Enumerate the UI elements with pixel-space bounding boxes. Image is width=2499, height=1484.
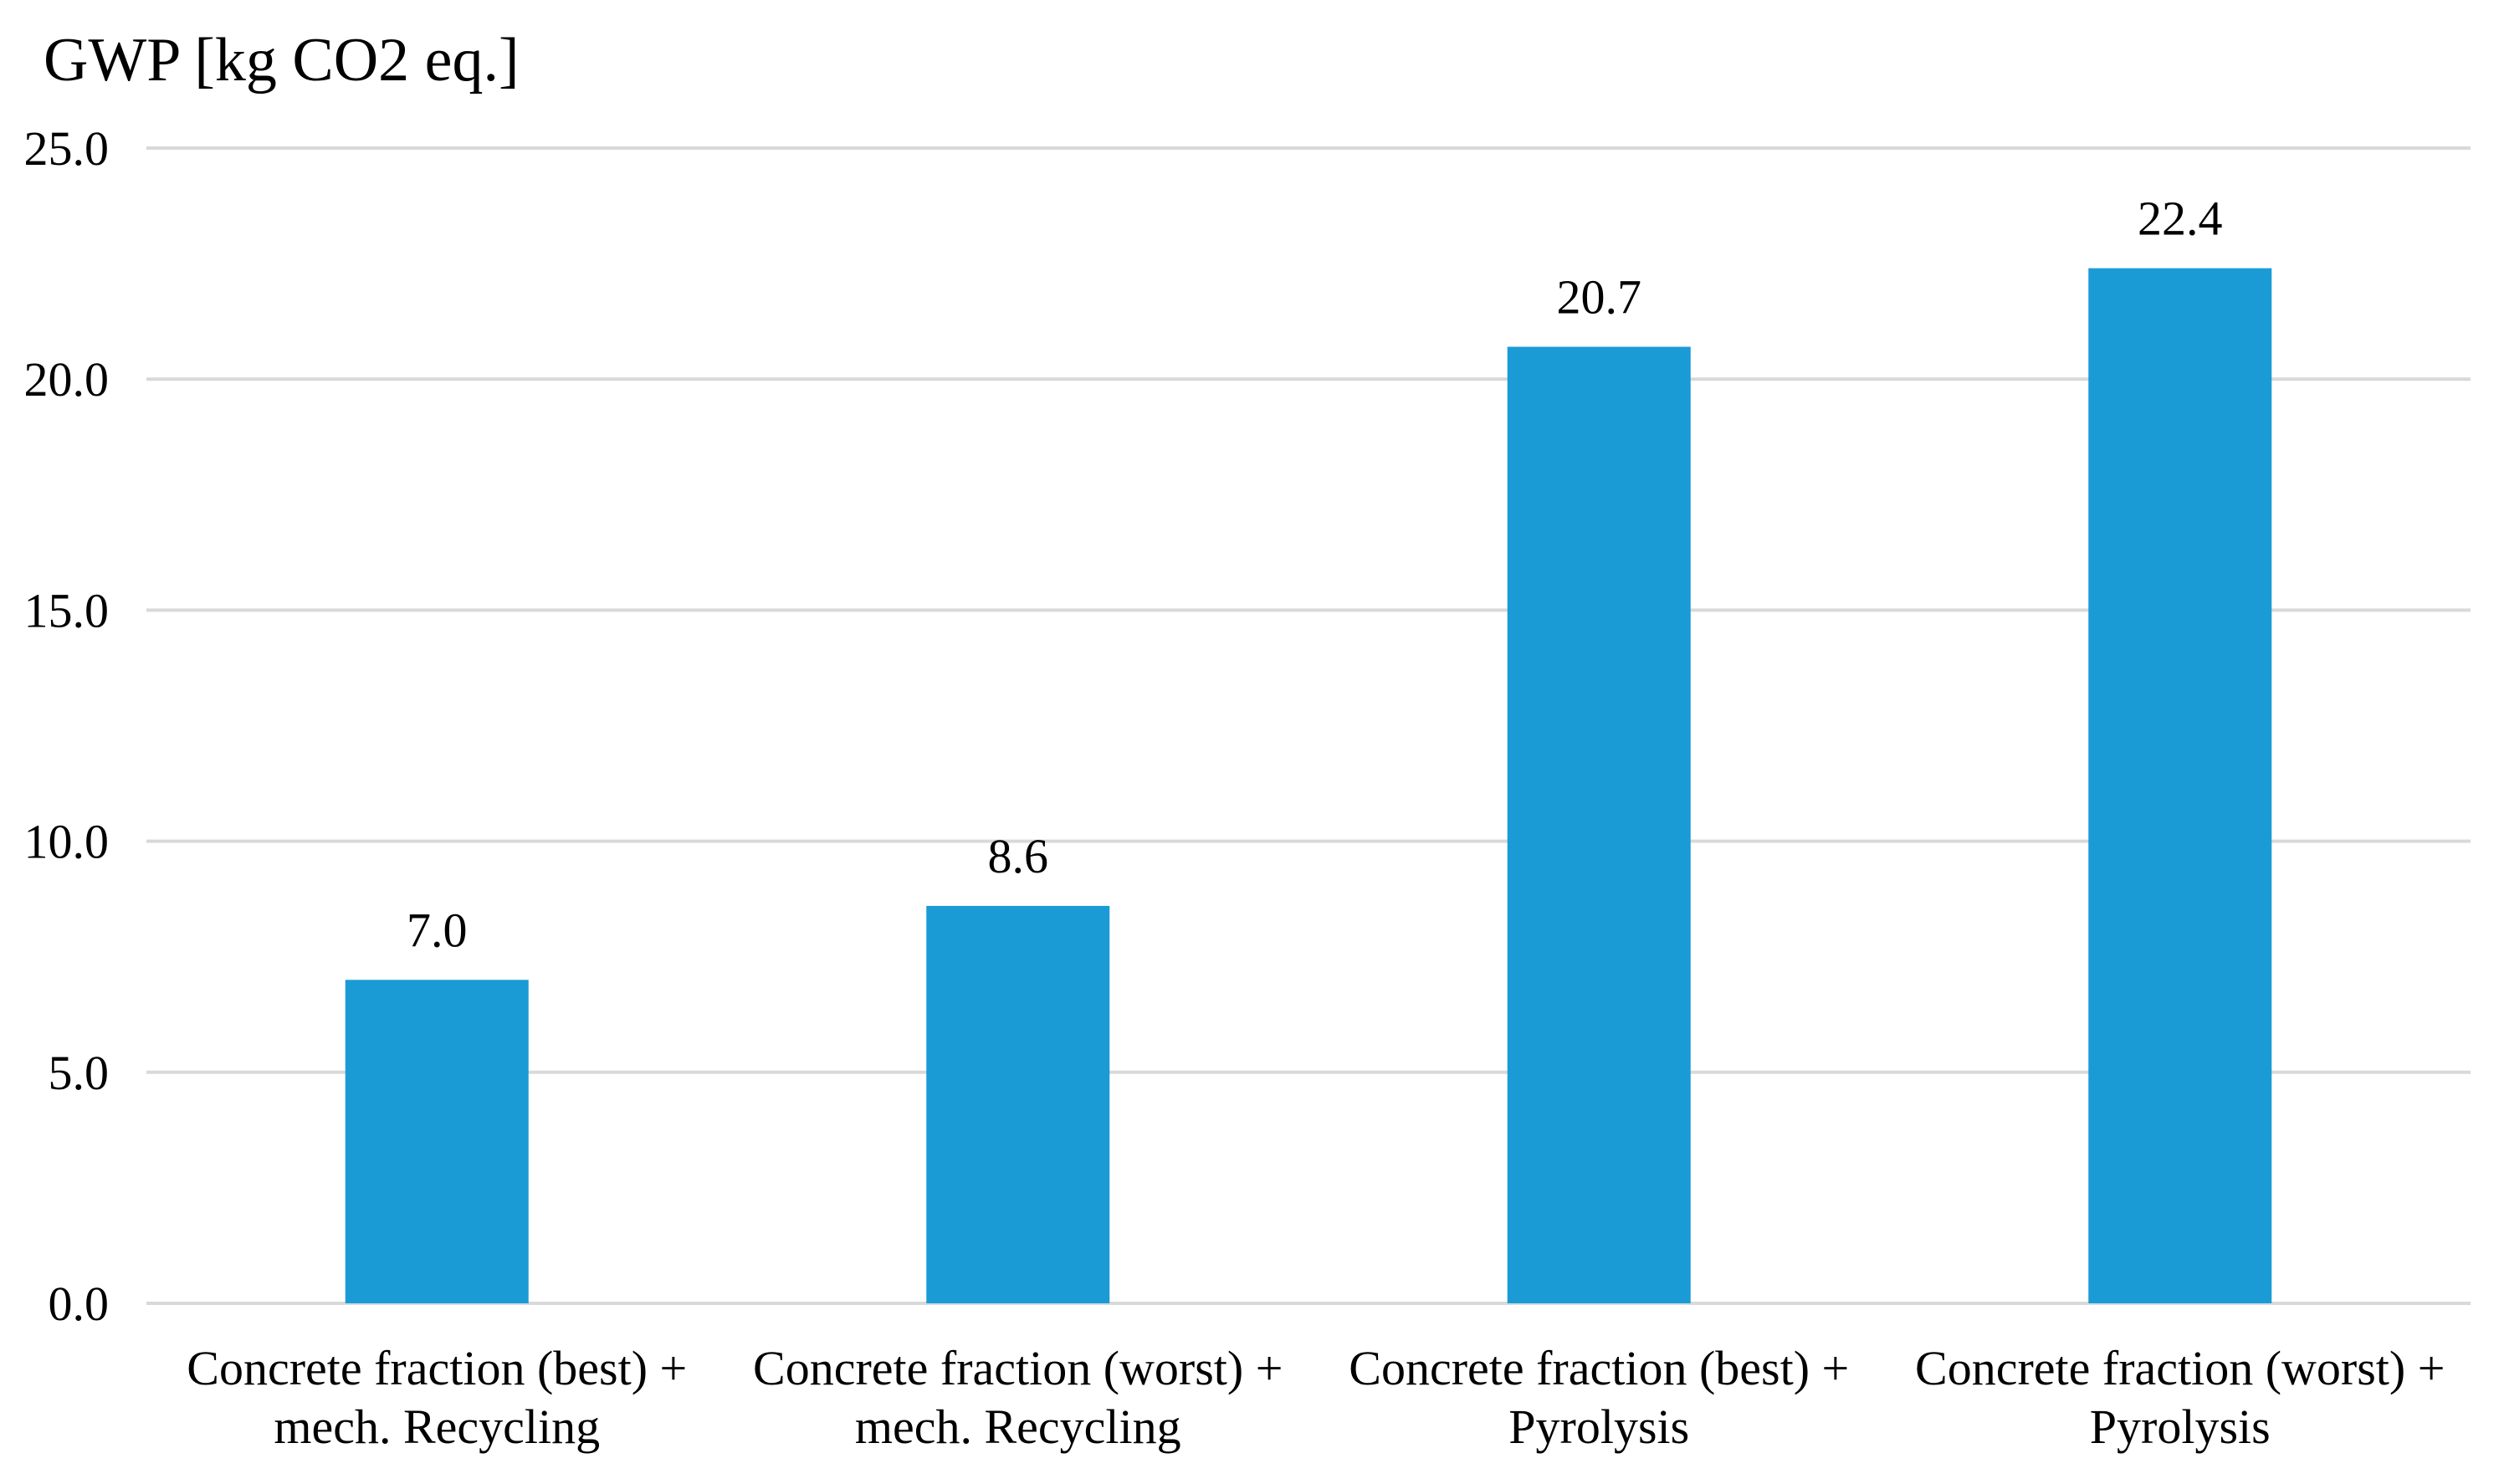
y-tick-label: 0.0 — [49, 1277, 110, 1331]
data-labels: 7.0 8.6 20.7 22.4 — [407, 192, 2223, 958]
bar — [1507, 346, 1691, 1304]
y-tick-label: 20.0 — [24, 352, 110, 407]
category-label: mech. Recycling — [855, 1400, 1181, 1454]
bar — [2088, 268, 2272, 1303]
data-label: 20.7 — [1557, 270, 1642, 325]
bar — [926, 905, 1110, 1303]
category-label: Concrete fraction (worst) + — [1915, 1341, 2445, 1395]
y-tick-label: 10.0 — [24, 815, 110, 869]
data-label: 22.4 — [2138, 192, 2223, 246]
y-axis-label: GWP [kg CO2 eq.] — [44, 26, 520, 95]
category-label: mech. Recycling — [274, 1400, 600, 1454]
data-label: 7.0 — [407, 903, 468, 957]
gridlines — [146, 146, 2471, 1305]
category-labels: Concrete fraction (best) +mech. Recyclin… — [187, 1341, 2445, 1454]
category-label: Pyrolysis — [2090, 1400, 2271, 1454]
y-tick-label: 5.0 — [49, 1046, 110, 1100]
bars — [345, 268, 2272, 1304]
bar — [345, 980, 529, 1303]
category-label: Concrete fraction (best) + — [187, 1341, 687, 1395]
y-tick-label: 25.0 — [24, 121, 110, 176]
data-label: 8.6 — [988, 829, 1049, 883]
category-label: Concrete fraction (worst) + — [753, 1341, 1283, 1395]
y-tick-label: 15.0 — [24, 583, 110, 637]
category-label: Pyrolysis — [1508, 1400, 1689, 1454]
y-tick-labels: 0.0 5.0 10.0 15.0 20.0 25.0 — [24, 121, 110, 1331]
category-label: Concrete fraction (best) + — [1349, 1341, 1849, 1395]
